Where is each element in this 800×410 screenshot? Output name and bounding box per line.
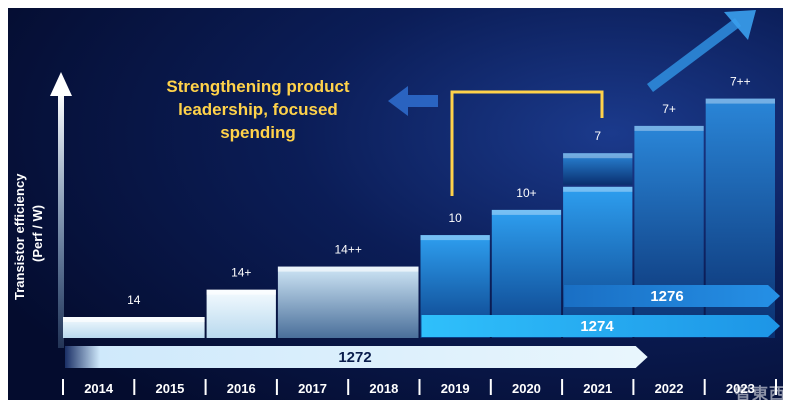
step-bar-7 <box>563 153 633 185</box>
step-bar-10pp <box>563 186 633 338</box>
y-axis-line <box>58 92 64 348</box>
x-tick-label-2022: 2022 <box>655 381 684 396</box>
step-label-10: 10 <box>448 211 462 225</box>
process-arrow-1274 <box>421 315 780 337</box>
x-tick-label-2019: 2019 <box>441 381 470 396</box>
step-label-14p: 14+ <box>231 266 251 280</box>
y-axis-label-line2: (Perf / W) <box>30 205 45 262</box>
process-label-1272: 1272 <box>338 349 371 366</box>
highlight-bracket <box>450 90 604 196</box>
x-tick-4 <box>347 379 350 395</box>
x-tick-2 <box>204 379 207 395</box>
process-label-1276: 1276 <box>650 288 683 305</box>
x-tick-1 <box>133 379 136 395</box>
x-tick-3 <box>275 379 278 395</box>
x-tick-label-2015: 2015 <box>155 381 184 396</box>
x-tick-0 <box>62 379 64 395</box>
trend-arrow-head <box>724 10 756 40</box>
x-tick-label-2014: 2014 <box>84 381 114 396</box>
step-bar-cap-7p <box>634 125 704 131</box>
step-label-7: 7 <box>594 129 601 143</box>
trend-arrow-shaft <box>647 18 741 92</box>
step-bar-cap-14p <box>206 289 276 295</box>
step-bar-14p <box>206 289 276 338</box>
y-axis-arrowhead <box>50 72 72 96</box>
step-label-14pp: 14++ <box>335 243 362 257</box>
step-bar-cap-10p <box>491 209 562 215</box>
step-label-14: 14 <box>127 293 141 307</box>
step-bar-cap-10pp <box>563 186 633 192</box>
step-label-7p: 7+ <box>662 102 676 116</box>
chart-title-line-1: Strengthening product <box>166 77 350 96</box>
x-tick-label-2021: 2021 <box>583 381 612 396</box>
step-bar-14pp <box>277 266 419 338</box>
step-bar-cap-7pp <box>705 98 775 104</box>
x-tick-7 <box>561 379 564 395</box>
process-arrow-1276 <box>564 285 780 307</box>
process-arrow-1272 <box>65 346 648 368</box>
step-label-10p: 10+ <box>516 186 536 200</box>
chart-title-line-3: spending <box>220 123 296 142</box>
x-tick-label-2017: 2017 <box>298 381 327 396</box>
x-tick-5 <box>418 379 421 395</box>
y-axis-label-line1: Transistor efficiency <box>12 173 27 300</box>
step-bar-cap-14pp <box>277 266 419 272</box>
x-tick-label-2020: 2020 <box>512 381 541 396</box>
chart-title-line-2: leadership, focused <box>178 100 338 119</box>
step-bar-cap-14 <box>63 317 205 322</box>
title-left-arrow <box>388 86 438 116</box>
step-label-7pp: 7++ <box>730 75 751 89</box>
x-tick-label-2023: 2023 <box>726 381 755 396</box>
process-label-1274: 1274 <box>580 318 614 335</box>
step-bar-cap-10 <box>420 235 490 241</box>
x-tick-end <box>775 379 777 395</box>
step-bar-14 <box>63 317 205 338</box>
x-tick-label-2018: 2018 <box>369 381 398 396</box>
x-tick-8 <box>632 379 635 395</box>
watermark-logo: 智東西 <box>734 384 786 403</box>
x-tick-label-2016: 2016 <box>227 381 256 396</box>
step-bar-cap-7 <box>563 153 633 159</box>
x-tick-6 <box>489 379 492 395</box>
x-tick-9 <box>703 379 706 395</box>
